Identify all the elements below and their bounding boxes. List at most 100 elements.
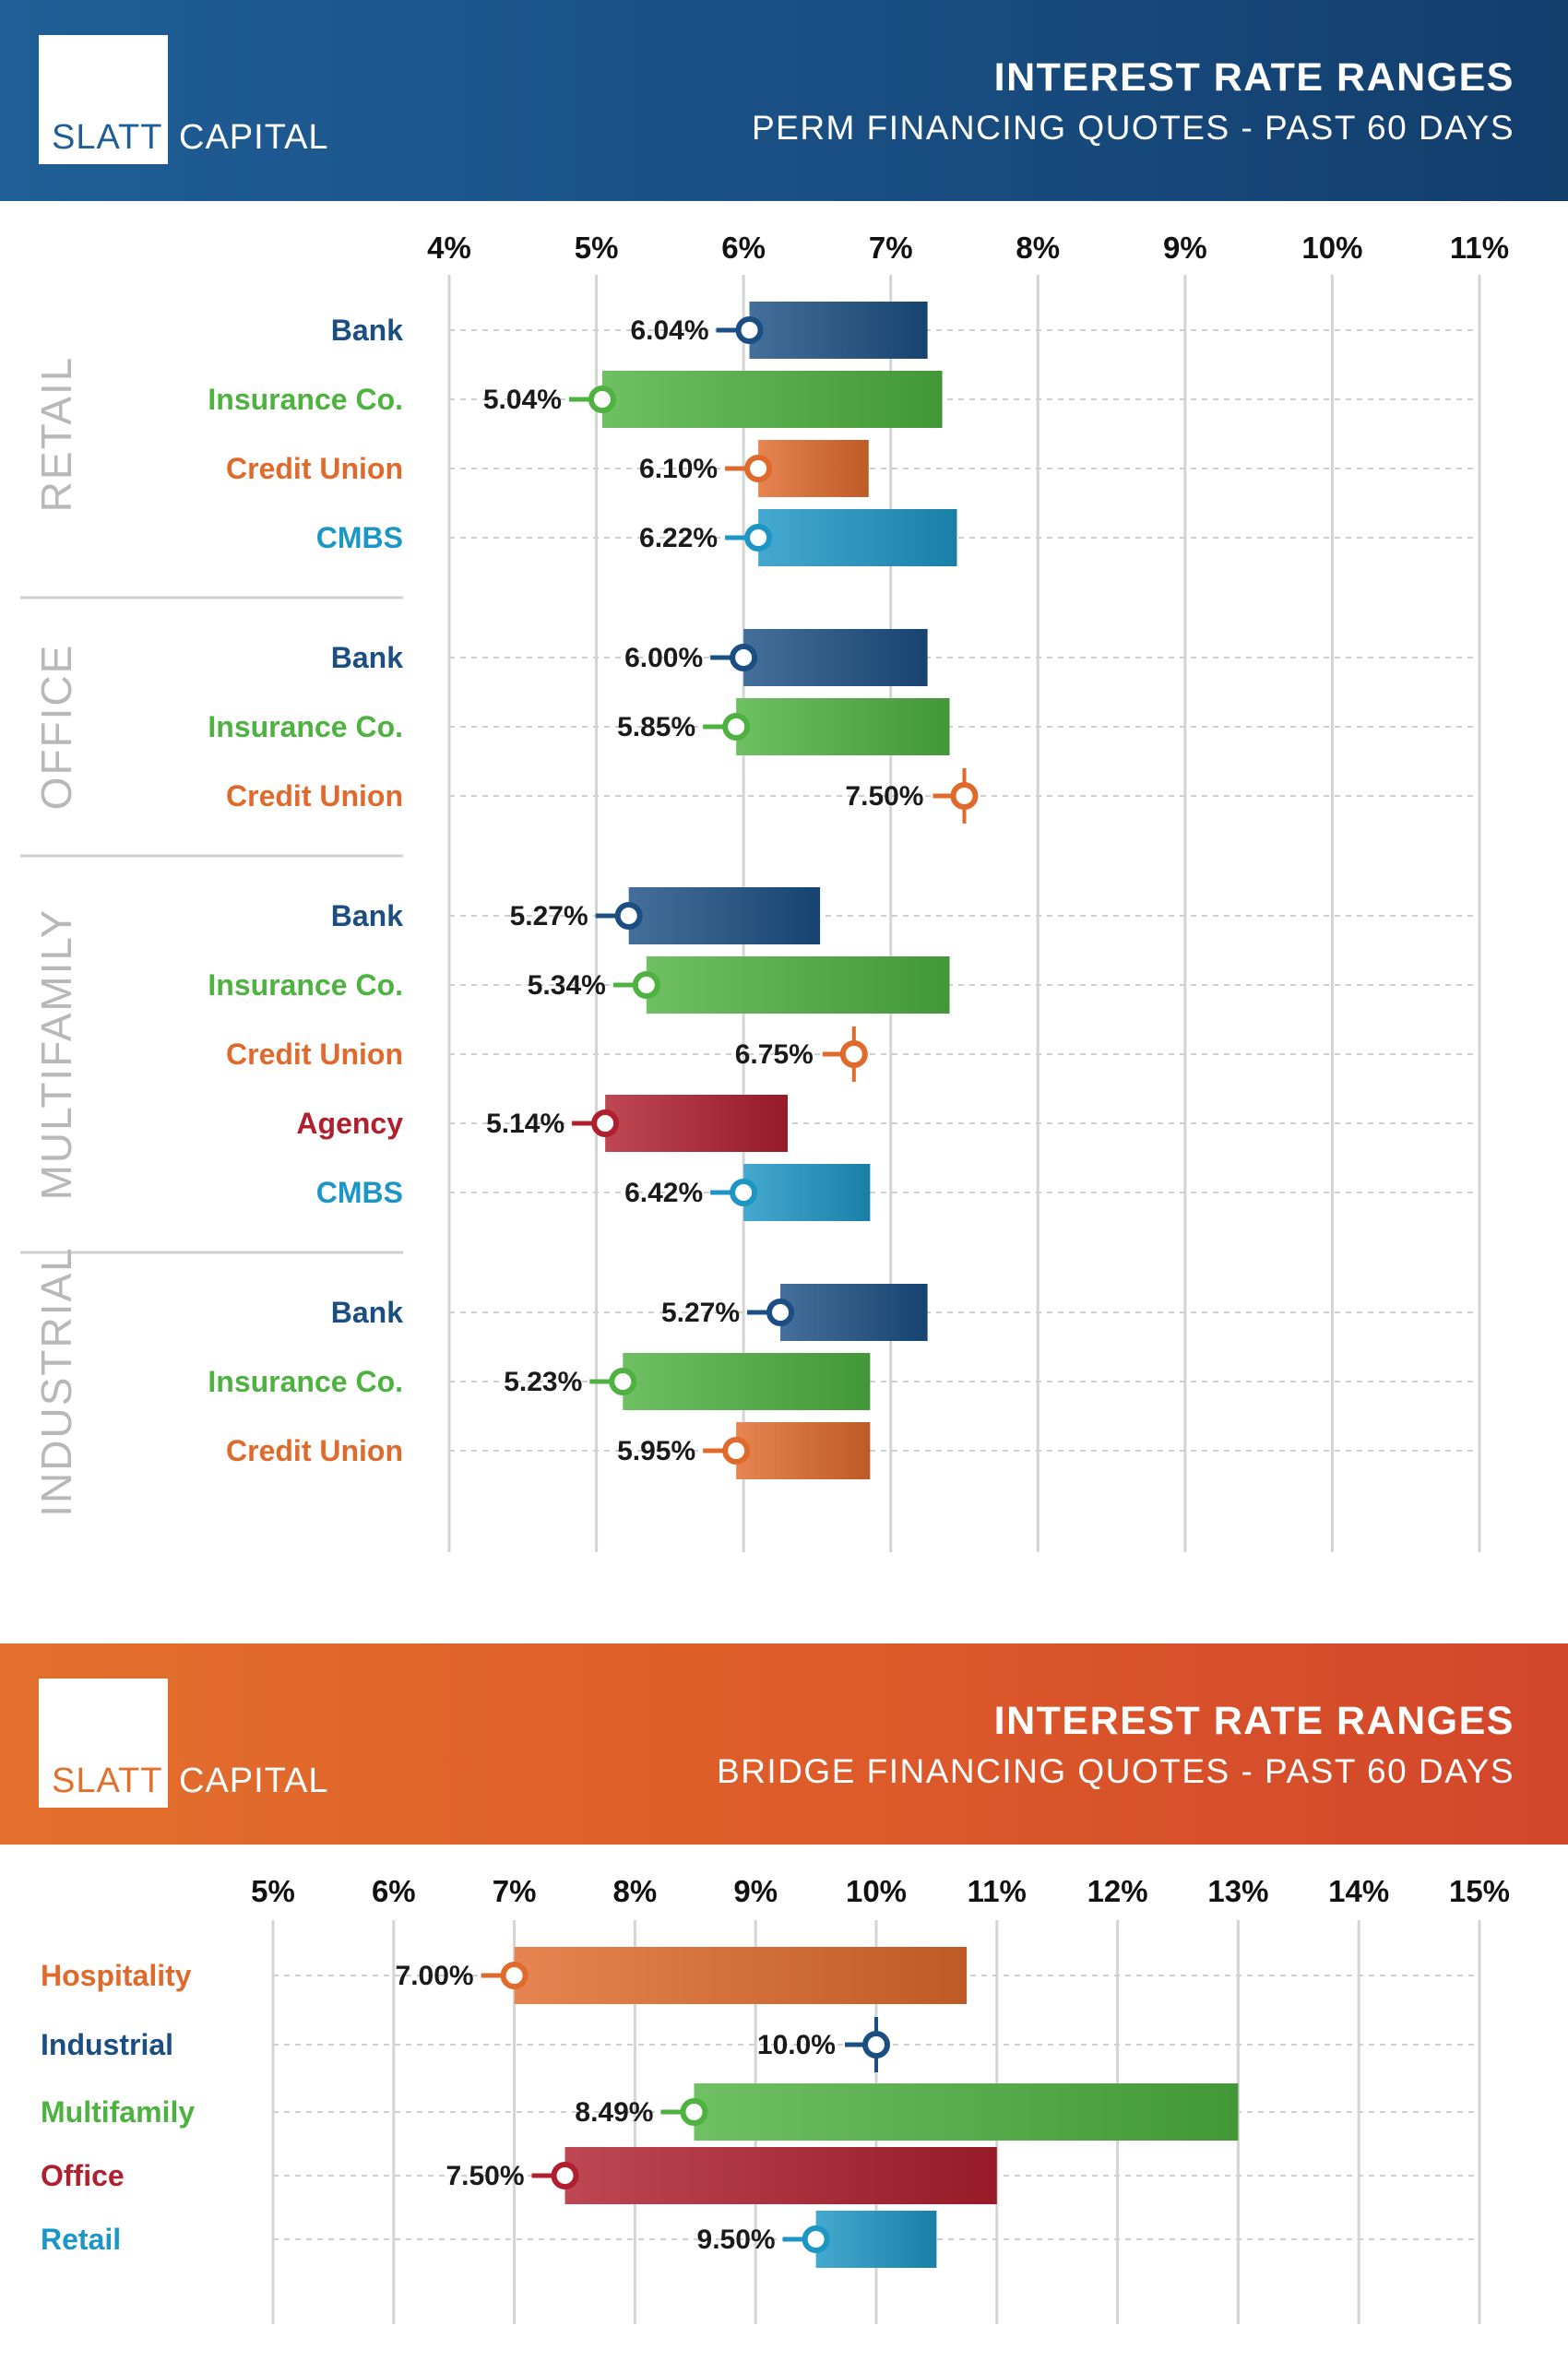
range-bar xyxy=(780,1284,928,1341)
low-value-marker xyxy=(735,316,764,344)
value-label: 8.49% xyxy=(575,2097,653,2128)
x-tick-label: 7% xyxy=(869,231,913,265)
range-bar xyxy=(758,509,957,566)
perm-subtitle: PERM FINANCING QUOTES - PAST 60 DAYS xyxy=(751,109,1515,147)
low-value-marker xyxy=(744,524,773,552)
bridge-subtitle: BRIDGE FINANCING QUOTES - PAST 60 DAYS xyxy=(717,1752,1515,1790)
low-value-marker xyxy=(609,1368,637,1395)
category-label: Bank xyxy=(331,899,403,932)
category-label: Multifamily xyxy=(41,2095,195,2129)
low-value-marker xyxy=(551,2162,579,2189)
slatt-capital-logo xyxy=(39,1679,168,1808)
category-label: Insurance Co. xyxy=(208,968,403,1002)
category-label: Credit Union xyxy=(226,779,403,813)
x-tick-label: 4% xyxy=(427,231,471,265)
perm-title: INTEREST RATE RANGES xyxy=(993,55,1515,100)
range-bar xyxy=(564,2147,997,2204)
low-value-marker xyxy=(766,1299,795,1326)
low-value-marker xyxy=(614,902,643,930)
x-tick-label: 11% xyxy=(968,1874,1027,1908)
x-tick-label: 15% xyxy=(1449,1874,1510,1908)
x-tick-label: 13% xyxy=(1207,1874,1268,1908)
category-label: Insurance Co. xyxy=(208,383,403,416)
low-value-marker xyxy=(680,2098,708,2126)
value-label: 5.85% xyxy=(617,712,695,742)
value-label: 6.75% xyxy=(735,1039,814,1070)
value-label: 5.14% xyxy=(486,1109,564,1139)
x-tick-label: 10% xyxy=(846,1874,907,1908)
low-value-marker xyxy=(722,1437,751,1465)
x-tick-label: 8% xyxy=(1016,231,1060,265)
category-label: CMBS xyxy=(316,521,403,554)
value-label: 6.00% xyxy=(624,643,703,673)
group-label: INDUSTRIAL xyxy=(32,1246,80,1516)
value-label: 7.50% xyxy=(845,781,923,812)
bridge-title: INTEREST RATE RANGES xyxy=(993,1699,1515,1743)
x-tick-label: 11% xyxy=(1450,231,1509,265)
category-label: Retail xyxy=(41,2223,121,2256)
range-bar xyxy=(749,302,928,359)
low-value-marker xyxy=(500,1962,529,1989)
logo-slatt: SLATT xyxy=(52,1762,163,1800)
logo-slatt: SLATT xyxy=(52,118,163,157)
value-label: 6.22% xyxy=(639,523,718,553)
low-value-marker xyxy=(950,782,979,810)
range-bar xyxy=(605,1095,789,1152)
low-value-marker xyxy=(862,2031,890,2058)
bridge-chart: 5% 6% 7% 8% 9% 10% 11% 12% 13% 14% 15% Hospitality 7… xyxy=(41,1874,1510,2324)
x-tick-label: 5% xyxy=(251,1874,295,1908)
range-bar xyxy=(694,2083,1239,2141)
logo-capital: CAPITAL xyxy=(179,118,329,157)
value-label: 5.27% xyxy=(510,901,588,931)
low-value-marker xyxy=(744,455,773,482)
category-label: Industrial xyxy=(41,2028,173,2061)
x-tick-label: 8% xyxy=(613,1874,658,1908)
value-label: 5.27% xyxy=(661,1298,740,1328)
value-label: 6.42% xyxy=(624,1178,703,1208)
value-label: 7.50% xyxy=(445,2161,524,2191)
x-tick-label: 6% xyxy=(721,231,766,265)
category-label: Credit Union xyxy=(226,1038,403,1071)
x-tick-label: 5% xyxy=(575,231,619,265)
value-label: 6.10% xyxy=(639,454,718,484)
category-label: Bank xyxy=(331,314,403,347)
x-tick-label: 10% xyxy=(1301,231,1362,265)
x-tick-label: 9% xyxy=(1163,231,1207,265)
low-value-marker xyxy=(802,2225,830,2253)
x-tick-label: 9% xyxy=(733,1874,778,1908)
range-bar xyxy=(743,1164,871,1221)
range-bar xyxy=(736,1422,871,1479)
x-tick-label: 6% xyxy=(372,1874,416,1908)
category-label: CMBS xyxy=(316,1176,403,1209)
range-bar xyxy=(628,887,821,944)
value-label: 5.23% xyxy=(504,1367,582,1397)
range-bar xyxy=(601,371,943,428)
range-bar xyxy=(758,440,869,497)
value-label: 5.34% xyxy=(528,970,606,1001)
range-bar xyxy=(815,2211,937,2268)
logo-capital: CAPITAL xyxy=(179,1762,329,1800)
category-label: Credit Union xyxy=(226,452,403,485)
range-bar xyxy=(736,698,950,755)
value-label: 6.04% xyxy=(630,315,708,346)
category-label: Bank xyxy=(331,641,403,674)
value-label: 5.95% xyxy=(617,1436,695,1466)
perm-header-banner: SLATT CAPITAL INTEREST RATE RANGES PERM … xyxy=(0,0,1568,201)
category-label: Insurance Co. xyxy=(208,1365,403,1398)
low-value-marker xyxy=(588,386,616,413)
low-value-marker xyxy=(722,713,751,741)
category-label: Hospitality xyxy=(41,1959,192,1992)
category-label: Credit Union xyxy=(226,1434,403,1467)
low-value-marker xyxy=(730,644,758,671)
range-bar xyxy=(623,1353,871,1410)
category-label: Insurance Co. xyxy=(208,710,403,743)
value-label: 5.04% xyxy=(483,385,562,415)
low-value-marker xyxy=(591,1109,620,1137)
group-label: MULTIFAMILY xyxy=(32,908,80,1201)
x-tick-label: 14% xyxy=(1328,1874,1389,1908)
value-label: 7.00% xyxy=(396,1961,474,1991)
perm-chart: 4% 5% 6% 7% 8% 9% 10% 11% Bank 6.04% Insurance Co.… xyxy=(20,231,1509,1552)
value-label: 9.50% xyxy=(697,2225,776,2255)
category-label: Bank xyxy=(331,1296,403,1329)
low-value-marker xyxy=(839,1040,868,1068)
